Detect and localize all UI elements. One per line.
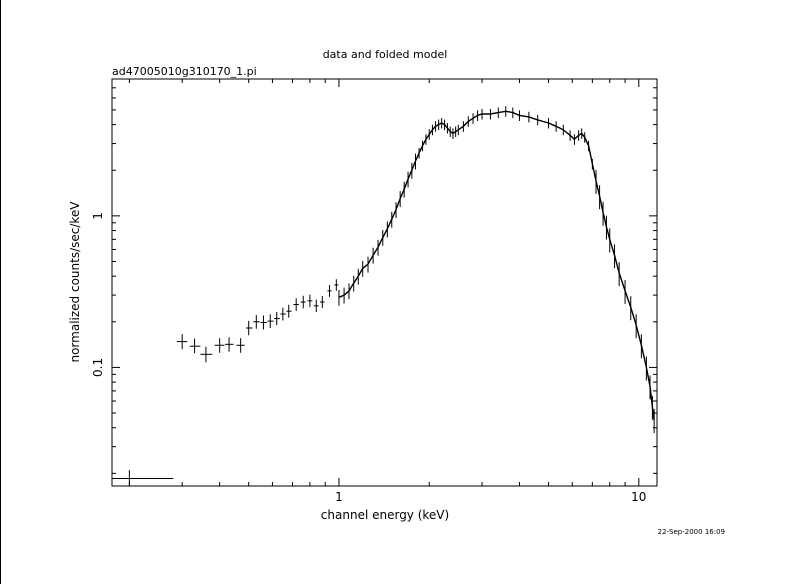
data-marks [112,106,655,486]
tick-labels: 1 10 0.1 1 [91,212,646,504]
plot-frame [111,78,658,487]
footer-timestamp: 22-Sep-2000 16:09 [658,528,725,536]
data-point [260,315,267,330]
data-point [253,314,260,329]
data-point [286,304,292,318]
data-point [280,307,286,321]
x-tick-label: 10 [631,490,646,504]
x-tick-label: 1 [335,490,343,504]
axis-ticks [112,78,657,486]
chart-subtitle: ad47005010g310170_1.pi [112,65,257,78]
data-point [225,337,234,352]
data-point [334,279,339,291]
data-point [236,338,245,353]
chart-title: data and folded model [323,48,448,61]
data-point [176,334,188,350]
data-point [293,298,299,311]
data-point [112,470,174,486]
data-point [214,338,225,353]
data-point [320,295,325,309]
y-tick-label: 1 [91,212,105,220]
data-point [313,299,319,313]
spectrum-trace [338,110,655,421]
window-left-border [0,0,1,584]
data-point [274,312,280,326]
data-point [189,338,201,354]
y-tick-label: 0.1 [91,358,105,377]
data-point [327,284,332,297]
data-point [246,320,253,336]
data-point [300,295,306,309]
x-axis-label: channel energy (keV) [321,508,449,522]
data-point [200,346,213,363]
data-point [307,294,313,308]
y-axis-label: normalized counts/sec/keV [68,201,82,363]
data-point [267,314,274,328]
